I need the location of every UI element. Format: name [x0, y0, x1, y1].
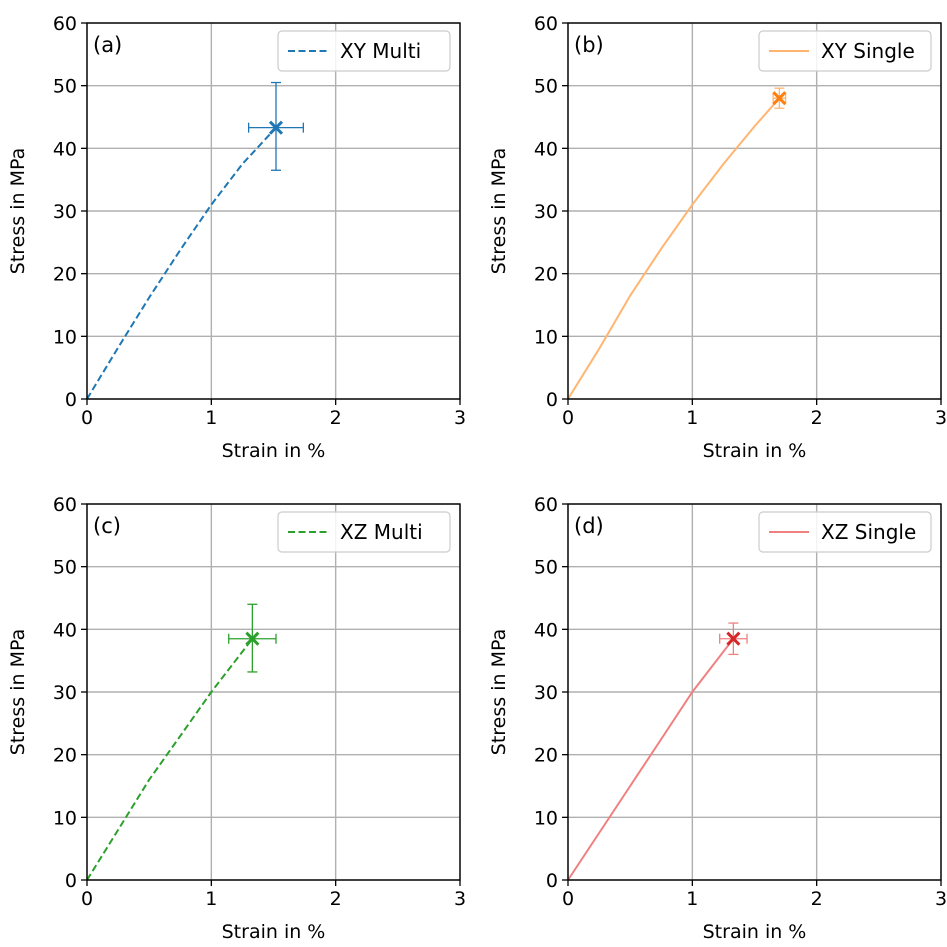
series-line [567, 97, 781, 400]
x-axis-label: Strain in % [222, 921, 326, 943]
panel-label: (b) [574, 33, 604, 57]
failure-point-marker [245, 631, 260, 646]
y-tick-label: 30 [53, 682, 77, 704]
x-tick-label: 3 [454, 407, 466, 429]
failure-point-marker [726, 631, 741, 646]
y-tick-label: 40 [53, 138, 77, 160]
x-tick-label: 0 [562, 888, 574, 910]
y-tick-label: 60 [534, 494, 558, 516]
y-tick-label: 10 [53, 326, 77, 348]
series-line [567, 638, 735, 881]
legend-box [277, 30, 451, 72]
y-tick-label: 50 [53, 76, 77, 98]
failure-point-marker [268, 120, 284, 135]
panel-label: (a) [93, 33, 122, 57]
x-tick-label: 3 [935, 407, 947, 429]
x-axis-label: Strain in % [222, 440, 326, 462]
x-tick-label: 2 [811, 407, 823, 429]
y-tick-label: 20 [534, 745, 558, 767]
y-tick-label: 50 [534, 76, 558, 98]
x-tick-label: 2 [330, 888, 342, 910]
y-tick-label: 30 [53, 201, 77, 223]
series-line [86, 127, 277, 400]
x-tick-label: 2 [330, 407, 342, 429]
y-tick-label: 40 [53, 619, 77, 641]
y-axis-label: Stress in MPa [488, 629, 510, 755]
y-tick-label: 40 [534, 138, 558, 160]
legend-label: XY Multi [340, 39, 421, 63]
x-tick-label: 3 [935, 888, 947, 910]
y-tick-label: 60 [53, 494, 77, 516]
y-tick-label: 60 [53, 13, 77, 35]
y-tick-label: 20 [534, 264, 558, 286]
y-tick-label: 60 [534, 13, 558, 35]
x-tick-label: 1 [686, 888, 698, 910]
y-axis-label: Stress in MPa [7, 629, 29, 755]
legend-label: XY Single [821, 39, 915, 63]
y-tick-label: 20 [53, 264, 77, 286]
y-tick-label: 30 [534, 201, 558, 223]
y-axis-label: Stress in MPa [7, 148, 29, 274]
y-tick-label: 0 [546, 389, 558, 411]
x-tick-label: 2 [811, 888, 823, 910]
x-tick-label: 3 [454, 888, 466, 910]
x-tick-label: 0 [81, 407, 93, 429]
panel-label: (c) [93, 514, 121, 538]
x-axis-label: Strain in % [703, 921, 807, 943]
x-tick-label: 0 [562, 407, 574, 429]
y-tick-label: 30 [534, 682, 558, 704]
failure-point-marker [772, 91, 787, 106]
y-tick-label: 50 [534, 557, 558, 579]
x-tick-label: 1 [205, 888, 217, 910]
legend-box [758, 511, 932, 553]
legend-label: XZ Multi [340, 520, 423, 544]
legend-label: XZ Single [821, 520, 916, 544]
y-tick-label: 10 [534, 326, 558, 348]
y-tick-label: 20 [53, 745, 77, 767]
y-tick-label: 40 [534, 619, 558, 641]
y-axis-label: Stress in MPa [488, 148, 510, 274]
y-tick-label: 50 [53, 557, 77, 579]
legend-box [277, 511, 451, 553]
x-tick-label: 0 [81, 888, 93, 910]
legend-box [758, 30, 932, 72]
x-tick-label: 1 [686, 407, 698, 429]
y-tick-label: 10 [53, 807, 77, 829]
x-axis-label: Strain in % [703, 440, 807, 462]
panel-label: (d) [574, 514, 604, 538]
series-line [86, 638, 254, 881]
y-tick-label: 0 [65, 870, 77, 892]
y-tick-label: 0 [65, 389, 77, 411]
y-tick-label: 10 [534, 807, 558, 829]
x-tick-label: 1 [205, 407, 217, 429]
y-tick-label: 0 [546, 870, 558, 892]
